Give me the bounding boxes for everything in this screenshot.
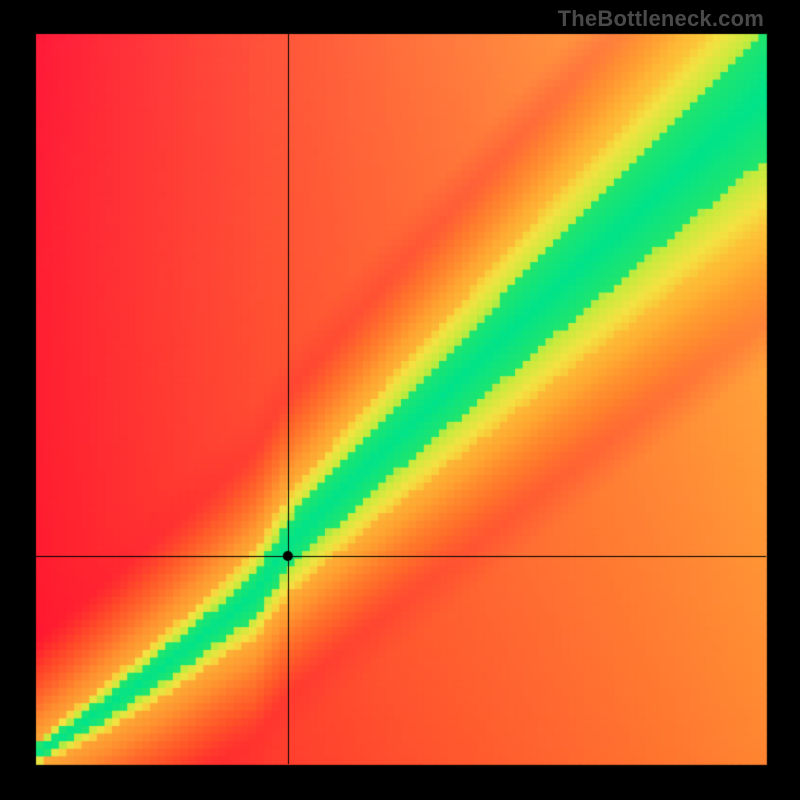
bottleneck-heatmap	[0, 0, 800, 800]
watermark-text: TheBottleneck.com	[558, 6, 764, 32]
